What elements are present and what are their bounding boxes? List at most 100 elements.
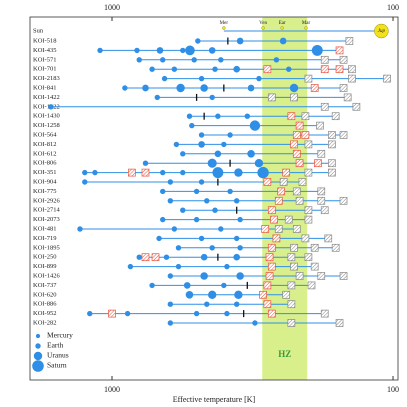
planet [156, 235, 162, 242]
row-label: KOI-2926 [33, 197, 60, 204]
legend-marker [32, 360, 44, 372]
planet [198, 235, 205, 242]
candidate-planet [267, 93, 276, 102]
planet [160, 169, 166, 176]
planet [198, 179, 205, 185]
planet [180, 151, 186, 157]
row-label: KOI-351 [33, 169, 56, 176]
planet [233, 235, 240, 242]
planet [161, 75, 168, 82]
legend-label: Saturn [47, 361, 67, 370]
planet [149, 282, 155, 289]
planet [160, 188, 166, 195]
planet [233, 301, 240, 307]
planet [122, 85, 128, 91]
legend-label: Uranus [47, 351, 69, 360]
candidate-planet [317, 196, 326, 205]
sun-planet [374, 23, 389, 39]
planet [195, 38, 201, 44]
candidate-planet [339, 196, 348, 205]
sun-planet-label: Ven [259, 21, 267, 26]
candidate-planet [320, 206, 329, 215]
sun-planet [261, 26, 265, 30]
row-label: KOI-1258 [33, 122, 60, 129]
planet [227, 188, 233, 195]
planet [163, 254, 170, 260]
candidate-planet [335, 46, 344, 55]
candidate-planet [298, 178, 307, 186]
planet [236, 37, 244, 45]
candidate-planet [304, 74, 313, 83]
candidate-planet [267, 243, 276, 252]
planet [236, 272, 244, 280]
row-label: KOI-886 [33, 301, 57, 308]
planet [256, 75, 262, 82]
candidate-planet [328, 140, 336, 149]
planet [273, 57, 280, 63]
planet [127, 263, 134, 270]
candidate-planet [383, 74, 391, 83]
candidate-planet [335, 319, 344, 327]
planet [180, 169, 186, 176]
candidate-planet [328, 131, 336, 139]
planet [286, 66, 292, 72]
candidate-planet [320, 65, 329, 74]
planet [193, 216, 200, 223]
row-label: KOI-518 [33, 37, 56, 44]
planet [142, 160, 149, 166]
planet [198, 132, 205, 138]
planet [136, 254, 142, 260]
planet [233, 253, 241, 261]
candidate-planet [348, 74, 356, 83]
planet [154, 94, 160, 101]
candidate-planet [265, 272, 274, 280]
planet [167, 179, 174, 185]
candidate-planet [304, 140, 313, 149]
row-label: KOI-435 [33, 47, 56, 54]
legend-label: Mercury [47, 331, 73, 340]
candidate-planet [279, 178, 288, 186]
row-label: Sun [33, 27, 44, 34]
row-label: KOI-1422 [33, 94, 60, 101]
planet [87, 310, 93, 317]
candidate-planet [290, 140, 298, 149]
planet [92, 169, 98, 176]
planet [224, 310, 230, 317]
candidate-planet [320, 55, 329, 64]
row-label: KOI-481 [33, 225, 56, 232]
candidate-planet [290, 93, 298, 102]
candidate-planet [335, 65, 344, 74]
candidate-planet [287, 281, 296, 290]
candidate-planet [108, 309, 116, 318]
candidate-planet [290, 262, 298, 271]
planet [218, 57, 224, 63]
candidate-planet [307, 281, 316, 290]
planet [289, 83, 299, 93]
candidate-planet [314, 159, 322, 168]
planet [175, 263, 182, 270]
row-label: KOI-2714 [33, 207, 60, 214]
candidate-planet [295, 159, 304, 168]
planet [186, 113, 193, 119]
candidate-planet [263, 300, 272, 309]
planet [183, 282, 191, 289]
candidate-planet [352, 102, 361, 111]
candidate-planet [141, 168, 150, 177]
candidate-planet [320, 102, 329, 111]
sun-planet-label: Mar [302, 21, 311, 26]
planet [82, 169, 88, 176]
candidate-planet [292, 187, 301, 196]
candidate-planet [316, 121, 324, 130]
legend-marker [35, 333, 41, 339]
planet [180, 207, 186, 213]
candidate-planet [263, 65, 272, 74]
planet [207, 290, 217, 299]
planet [167, 301, 174, 307]
planet [214, 150, 222, 158]
planet [221, 141, 227, 148]
candidate-planet [304, 215, 313, 224]
planet [142, 84, 149, 92]
candidate-planet [267, 262, 276, 271]
planet [193, 188, 200, 195]
